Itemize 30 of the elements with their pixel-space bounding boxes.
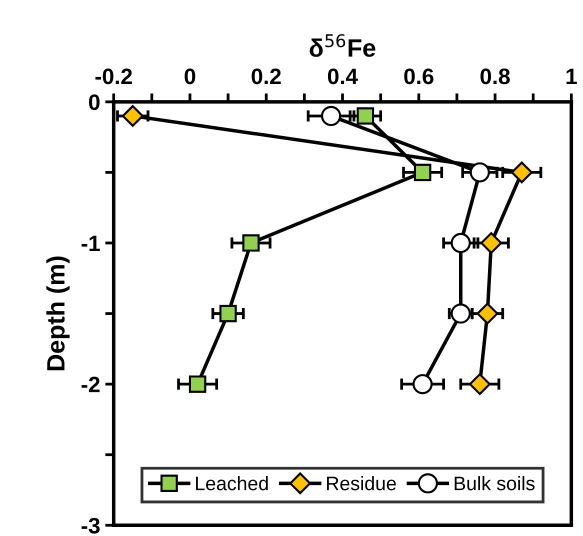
x-tick-label: 1 — [566, 68, 577, 84]
point — [480, 232, 502, 254]
point — [242, 234, 260, 252]
y-tick-label: -3 — [82, 518, 100, 534]
legend-label: Residue — [327, 476, 396, 490]
legend-label: Bulk soils — [454, 476, 535, 490]
point — [412, 374, 433, 394]
legend-label: Leached — [196, 476, 268, 490]
point — [414, 164, 432, 182]
point — [468, 373, 491, 395]
point — [321, 106, 342, 126]
y-tick-label: -1 — [82, 236, 100, 252]
point — [356, 107, 374, 125]
x-tick-label: -0.2 — [95, 68, 132, 84]
point — [122, 105, 144, 127]
x-tick-label: 0.4 — [328, 68, 358, 84]
point — [450, 232, 471, 254]
point — [470, 162, 490, 182]
point — [188, 375, 206, 393]
y-tick-label: -2 — [82, 376, 100, 392]
x-tick-label: 0 — [184, 68, 196, 84]
point — [476, 302, 498, 324]
x-tick-label: 0.6 — [404, 68, 434, 84]
x-axis-title: δ$^{56}$Fe — [310, 34, 376, 57]
point — [510, 162, 533, 184]
y-axis-title: Depth (m) — [46, 256, 70, 370]
x-tick-label: 0.8 — [480, 68, 510, 84]
point — [219, 304, 237, 322]
x-tick-label: 0.2 — [252, 68, 281, 84]
y-tick-label: 0 — [89, 94, 100, 110]
